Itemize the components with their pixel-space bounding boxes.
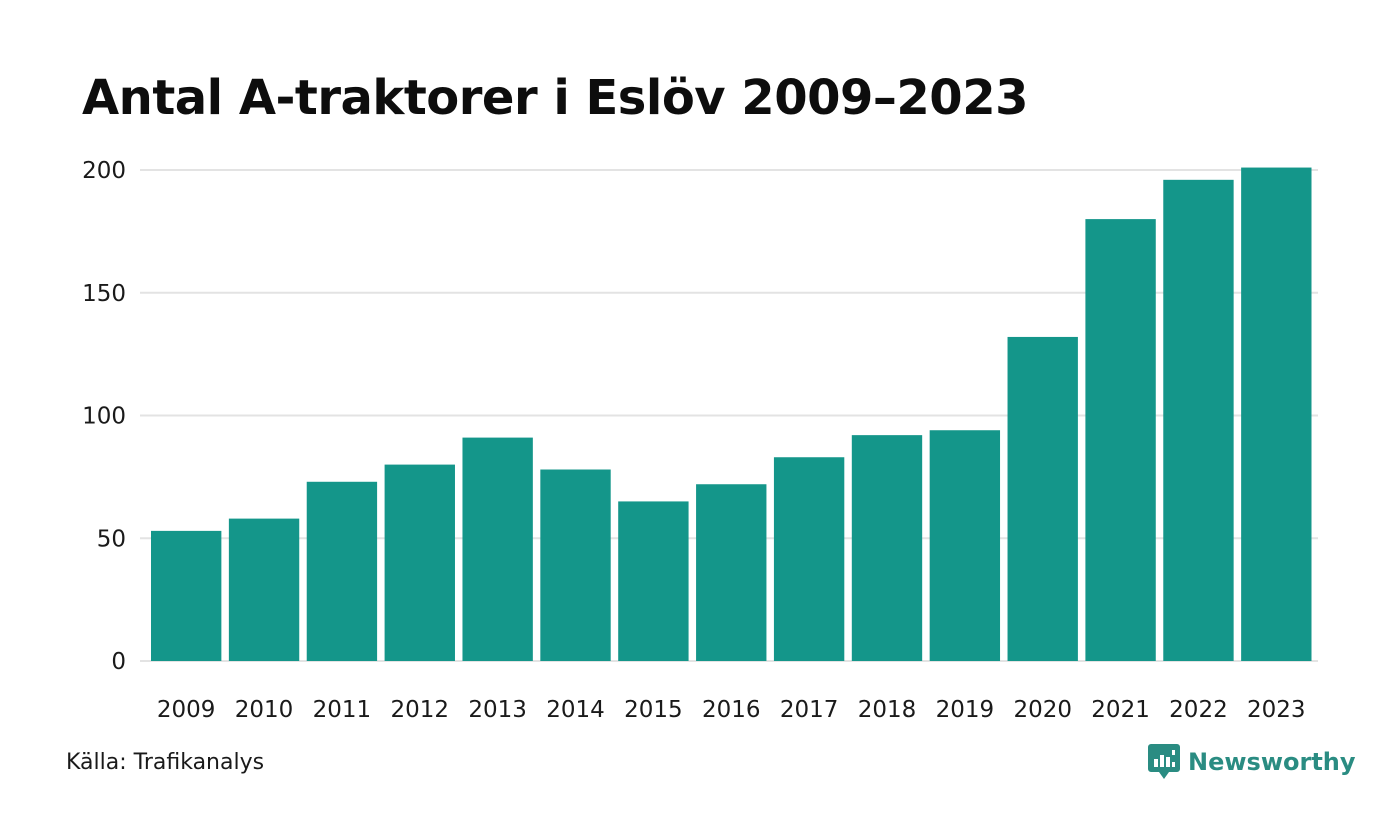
brand-logo: Newsworthy [1148,744,1356,780]
bar-2011 [306,481,378,661]
x-tick-label: 2011 [313,697,372,723]
y-tick-label: 150 [82,281,126,307]
x-tick-label: 2022 [1169,697,1228,723]
x-tick-label: 2021 [1091,697,1150,723]
x-tick-label: 2009 [157,697,216,723]
bar-2023 [1241,167,1312,662]
bars [151,167,1312,662]
x-tick-label: 2015 [624,697,683,723]
bar-2014 [540,469,611,661]
bar-2013 [462,437,533,661]
bar-2012 [384,464,455,661]
y-tick-label: 200 [82,158,126,184]
bar-2017 [773,457,845,661]
x-tick-label: 2014 [546,697,605,723]
x-tick-label: 2012 [391,697,450,723]
bar-2019 [929,430,1001,661]
y-tick-label: 0 [111,649,126,675]
x-tick-label: 2019 [936,697,995,723]
bar-2021 [1085,219,1156,661]
chart-title: Antal A-traktorer i Eslöv 2009–2023 [82,70,1029,126]
x-tick-label: 2023 [1247,697,1306,723]
source-note: Källa: Trafikanalys [66,750,265,775]
y-tick-label: 50 [97,526,126,552]
bar-2022 [1163,179,1234,661]
y-axis-ticks: 0 50 100 150 200 [82,158,126,675]
bar-2015 [618,501,689,661]
x-tick-label: 2013 [468,697,527,723]
newsworthy-logo-icon [1148,744,1180,779]
x-tick-label: 2017 [780,697,839,723]
x-tick-label: 2010 [235,697,294,723]
bar-2010 [228,518,300,661]
brand-name: Newsworthy [1188,748,1356,776]
bar-2016 [696,484,767,661]
bar-2020 [1007,336,1078,661]
bar-2009 [151,530,222,661]
x-tick-label: 2018 [858,697,917,723]
x-tick-label: 2020 [1013,697,1072,723]
x-tick-label: 2016 [702,697,761,723]
y-tick-label: 100 [82,404,126,430]
x-axis-ticks: 2009 2010 2011 2012 2013 2014 2015 2016 2017 2018… [157,697,1306,723]
bar-2018 [851,435,923,661]
